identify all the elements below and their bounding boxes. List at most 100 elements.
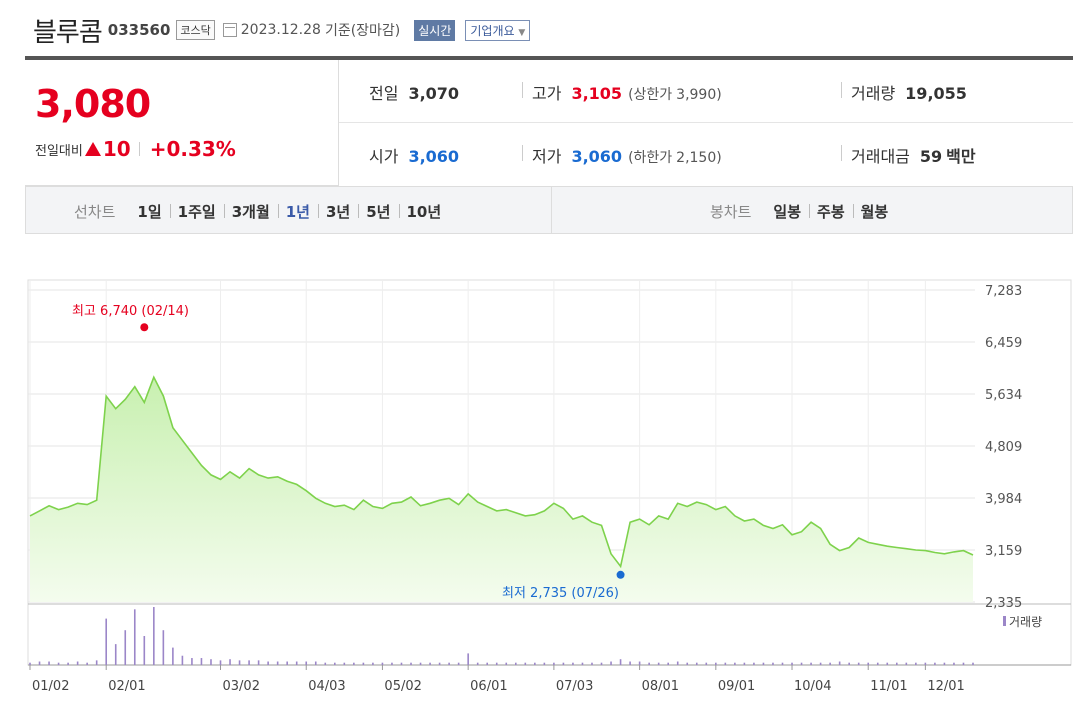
volume-bar bbox=[486, 662, 489, 665]
y-tick-label: 5,634 bbox=[985, 388, 1022, 403]
volume-bar bbox=[648, 662, 650, 665]
candle-monthly[interactable]: 월봉 bbox=[852, 201, 897, 222]
volume-bar bbox=[314, 661, 317, 665]
volume-bar bbox=[676, 661, 679, 665]
volume-bar bbox=[57, 662, 60, 665]
volume-bar bbox=[743, 662, 746, 665]
period-1y[interactable]: 1년 bbox=[277, 201, 318, 222]
volume-bar bbox=[819, 662, 822, 665]
amount-label: 거래대금 bbox=[851, 147, 910, 166]
candle-daily[interactable]: 일봉 bbox=[773, 203, 802, 221]
volume-bar bbox=[400, 662, 403, 665]
company-overview-dropdown[interactable]: 기업개요 ▼ bbox=[465, 19, 531, 41]
volume-bar bbox=[133, 609, 136, 665]
volume-bar bbox=[734, 662, 736, 665]
price-change: 전일대비 10 +0.33% bbox=[35, 137, 236, 161]
high-marker bbox=[140, 323, 149, 332]
day-high-label: 고가 bbox=[532, 84, 562, 103]
price-area bbox=[30, 377, 973, 602]
volume-bar bbox=[781, 662, 784, 665]
volume-bar bbox=[867, 662, 870, 665]
quote-basis: 기준(장마감) bbox=[324, 23, 401, 39]
candle-weekly[interactable]: 주봉 bbox=[809, 201, 853, 222]
volume-bar bbox=[476, 662, 479, 665]
volume-bar bbox=[153, 607, 155, 665]
open-price: 시가 3,060 bbox=[369, 143, 459, 167]
volume-bar bbox=[600, 662, 603, 665]
volume-bar bbox=[524, 662, 527, 665]
stock-header: 블루콤 033560 코스닥 2023.12.28 기준(장마감) 실시간 기업… bbox=[33, 10, 531, 50]
current-price: 3,080 bbox=[35, 82, 151, 126]
volume-bar bbox=[248, 660, 250, 665]
y-tick-label: 3,984 bbox=[985, 492, 1022, 507]
volume-bar bbox=[114, 644, 117, 665]
period-1d[interactable]: 1일 bbox=[137, 203, 162, 221]
volume-bar bbox=[229, 659, 231, 665]
volume-bar bbox=[638, 661, 641, 665]
x-tick-label: 04/03 bbox=[308, 679, 345, 694]
volume-bar bbox=[238, 660, 241, 665]
x-tick-label: 03/02 bbox=[223, 679, 260, 694]
prev-close-value: 3,070 bbox=[408, 84, 460, 103]
volume-bar bbox=[848, 662, 850, 665]
volume-bar bbox=[972, 662, 974, 665]
volume-bar bbox=[838, 661, 841, 665]
volume-bar bbox=[610, 661, 612, 665]
volume-bar bbox=[762, 662, 765, 665]
price-chart-svg: 7,283 6,459 5,634 4,809 3,984 3,159 2,335 최고 6… bbox=[27, 279, 1072, 694]
volume-bar bbox=[295, 661, 298, 665]
realtime-button[interactable]: 실시간 bbox=[414, 19, 456, 41]
volume-bar bbox=[172, 647, 174, 665]
volume-bar bbox=[886, 662, 889, 665]
volume-bar bbox=[353, 662, 355, 665]
day-low-label: 저가 bbox=[532, 147, 562, 166]
x-tick-label: 01/02 bbox=[32, 679, 69, 694]
amount-value: 59 bbox=[919, 147, 943, 166]
day-high: 고가 3,105 (상한가 3,990) bbox=[522, 80, 722, 104]
low-label: 최저 2,735 (07/26) bbox=[502, 586, 619, 601]
open-value: 3,060 bbox=[408, 147, 460, 166]
volume-bar bbox=[105, 618, 108, 665]
volume-bar bbox=[372, 662, 374, 665]
volume-bar bbox=[667, 662, 669, 665]
volume-bar bbox=[343, 662, 346, 665]
volume-bar bbox=[962, 662, 965, 665]
stock-code: 033560 bbox=[107, 21, 171, 39]
volume-bar bbox=[857, 662, 860, 665]
lower-limit-label: (하한가 bbox=[628, 150, 673, 166]
volume-bar bbox=[829, 662, 831, 665]
volume-bar bbox=[686, 662, 689, 665]
volume-bar bbox=[943, 662, 946, 665]
period-5y[interactable]: 5년 bbox=[358, 201, 398, 222]
volume-bar bbox=[657, 662, 660, 665]
period-1w[interactable]: 1주일 bbox=[169, 201, 224, 222]
volume-bar bbox=[191, 658, 193, 665]
period-3m[interactable]: 3개월 bbox=[223, 201, 278, 222]
volume-bar bbox=[305, 661, 308, 665]
volume-bar bbox=[591, 662, 593, 665]
y-tick-label: 2,335 bbox=[985, 596, 1022, 611]
volume-bar bbox=[324, 662, 327, 665]
volume-bar bbox=[38, 661, 41, 665]
volume-bar bbox=[495, 662, 498, 665]
open-label: 시가 bbox=[369, 147, 399, 166]
volume-bar bbox=[915, 662, 917, 665]
volume-bar bbox=[619, 659, 622, 665]
period-3y[interactable]: 3년 bbox=[318, 201, 358, 222]
volume-bar bbox=[257, 660, 260, 665]
volume-bar bbox=[629, 661, 631, 665]
volume-bar bbox=[800, 662, 803, 665]
low-marker bbox=[616, 570, 625, 579]
upper-limit-label: (상한가 bbox=[628, 87, 673, 103]
volume-bar bbox=[553, 662, 555, 665]
volume-bar bbox=[810, 662, 812, 665]
change-label: 전일대비 bbox=[35, 143, 83, 159]
volume-bar bbox=[419, 662, 422, 665]
period-10y[interactable]: 10년 bbox=[398, 201, 450, 222]
amount-unit: 백만 bbox=[946, 147, 976, 166]
volume-bar bbox=[276, 661, 279, 665]
volume-bar bbox=[67, 662, 69, 665]
volume-bar bbox=[953, 662, 955, 665]
chevron-down-icon: ▼ bbox=[518, 27, 526, 38]
company-overview-label: 기업개요 bbox=[470, 23, 515, 38]
